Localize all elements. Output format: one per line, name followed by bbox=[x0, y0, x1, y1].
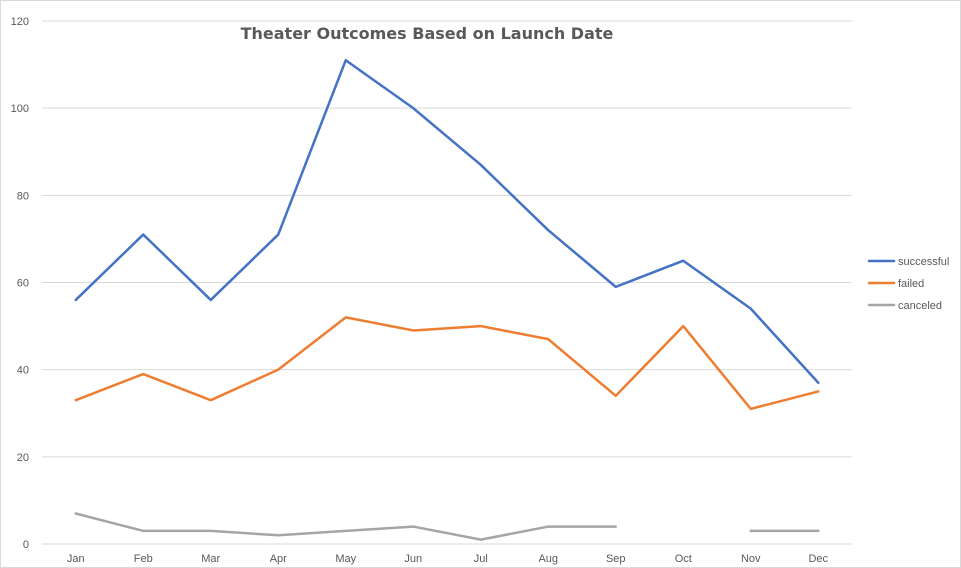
legend-label-canceled: canceled bbox=[898, 300, 942, 312]
series-lines bbox=[74, 58, 820, 541]
series-line-failed bbox=[74, 316, 820, 411]
series-canceled bbox=[74, 512, 820, 541]
y-tick-label: 20 bbox=[17, 452, 29, 464]
x-axis-tick-labels: Jan Feb Mar Apr May Jun Jul Aug Sep Oct Nov Dec bbox=[67, 553, 829, 565]
legend-label-failed: failed bbox=[898, 278, 924, 290]
y-tick-label: 60 bbox=[17, 278, 29, 290]
x-tick-label: Jan bbox=[67, 553, 85, 565]
y-tick-label: 120 bbox=[11, 16, 29, 28]
chart-title: Theater Outcomes Based on Launch Date bbox=[241, 24, 614, 43]
y-tick-label: 80 bbox=[17, 190, 29, 202]
series-line-canceled bbox=[74, 512, 617, 541]
x-tick-label: May bbox=[335, 553, 356, 565]
x-tick-label: Aug bbox=[538, 553, 558, 565]
y-tick-label: 100 bbox=[11, 103, 29, 115]
legend: successful failed canceled bbox=[867, 256, 949, 312]
x-tick-label: Mar bbox=[201, 553, 220, 565]
x-tick-label: Nov bbox=[741, 553, 761, 565]
x-tick-label: Oct bbox=[675, 553, 692, 565]
series-line-successful bbox=[74, 58, 820, 384]
y-tick-label: 0 bbox=[23, 539, 29, 551]
x-tick-label: Jul bbox=[474, 553, 488, 565]
gridlines bbox=[42, 20, 852, 545]
series-successful bbox=[74, 58, 820, 384]
x-tick-label: Jun bbox=[404, 553, 422, 565]
x-tick-label: Feb bbox=[134, 553, 153, 565]
legend-label-successful: successful bbox=[898, 256, 949, 268]
series-failed bbox=[74, 316, 820, 411]
x-tick-label: Sep bbox=[606, 553, 626, 565]
y-axis-tick-labels: 0 20 40 60 80 100 120 bbox=[11, 16, 29, 551]
x-tick-label: Apr bbox=[270, 553, 287, 565]
y-tick-label: 40 bbox=[17, 365, 29, 377]
x-tick-label: Dec bbox=[808, 553, 828, 565]
